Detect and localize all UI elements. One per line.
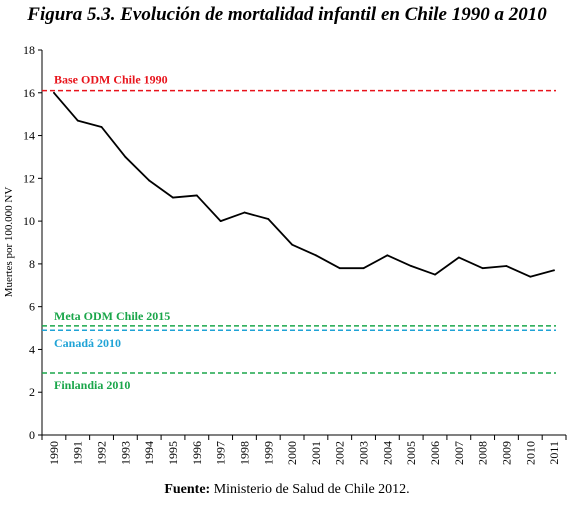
y-tick-label: 12 (23, 171, 35, 185)
source-label: Fuente: (164, 482, 211, 497)
x-tick-label: 2009 (499, 441, 513, 465)
x-tick-label: 2002 (333, 441, 347, 465)
x-tick-label: 2010 (523, 441, 537, 465)
x-tick-label: 2006 (428, 441, 442, 465)
x-tick-label: 2004 (380, 441, 394, 465)
x-tick-label: 2000 (285, 441, 299, 465)
data-point (481, 267, 484, 270)
data-point (53, 91, 55, 94)
y-tick-label: 6 (29, 300, 35, 314)
data-point (195, 194, 198, 197)
figure-title: Figura 5.3. Evolución de mortalidad infa… (27, 4, 547, 25)
y-tick-label: 16 (23, 86, 35, 100)
reference-line-label: Base ODM Chile 1990 (54, 73, 168, 87)
source-note: Fuente: Ministerio de Salud de Chile 201… (0, 482, 574, 498)
data-point (100, 126, 103, 128)
x-tick-label: 1995 (166, 441, 180, 465)
data-point (457, 256, 460, 259)
y-tick-label: 8 (29, 257, 35, 271)
reference-line-label: Finlandia 2010 (54, 378, 130, 392)
x-tick-label: 2007 (452, 441, 466, 465)
data-point (267, 218, 270, 220)
y-tick-label: 0 (29, 428, 35, 442)
x-tick-label: 1998 (237, 441, 251, 465)
y-tick-label: 2 (29, 385, 35, 399)
y-tick-label: 18 (23, 43, 35, 57)
data-point (505, 265, 508, 267)
data-point (434, 273, 436, 276)
data-point (148, 179, 151, 182)
series-line (53, 92, 555, 278)
y-tick-label: 10 (23, 214, 35, 228)
y-tick-label: 14 (23, 129, 35, 143)
x-tick-label: 2001 (309, 441, 323, 465)
data-point (243, 211, 246, 214)
x-tick-label: 1993 (118, 441, 132, 465)
y-tick-label: 4 (29, 342, 35, 356)
data-point (410, 265, 413, 267)
source-text: Ministerio de Salud de Chile 2012. (213, 482, 410, 497)
data-point (291, 243, 293, 246)
data-point (76, 119, 79, 122)
x-tick-label: 2005 (404, 441, 418, 465)
data-point (172, 196, 174, 199)
data-point (338, 267, 341, 270)
data-point (529, 275, 532, 278)
chart-axes: 0 2 4 6 8 10 12 14 16 18 1990 1991 1992 1993 1994 1995 1… (23, 43, 567, 465)
x-tick-label: 1990 (47, 441, 61, 465)
y-axis-label: Muertes por 100.000 NV (3, 187, 15, 298)
x-tick-label: 2003 (357, 441, 371, 465)
data-point (315, 254, 317, 257)
data-point (124, 156, 127, 158)
x-tick-label: 2008 (476, 441, 490, 465)
data-point (553, 269, 555, 272)
x-tick-label: 1992 (95, 441, 109, 465)
data-point (386, 254, 389, 257)
data-series (53, 91, 555, 278)
x-tick-label: 2011 (547, 441, 561, 465)
reference-lines: Base ODM Chile 1990 Meta ODM Chile 2015 Ca… (42, 73, 556, 392)
data-point (219, 220, 222, 223)
x-tick-label: 1997 (214, 441, 228, 465)
reference-line-label: Meta ODM Chile 2015 (54, 309, 170, 323)
reference-line-label: Canadá 2010 (54, 336, 121, 350)
x-tick-label: 1991 (71, 441, 85, 465)
data-point (362, 267, 365, 270)
x-tick-label: 1996 (190, 441, 204, 465)
x-tick-label: 1999 (261, 441, 275, 465)
x-tick-label: 1994 (142, 441, 156, 465)
